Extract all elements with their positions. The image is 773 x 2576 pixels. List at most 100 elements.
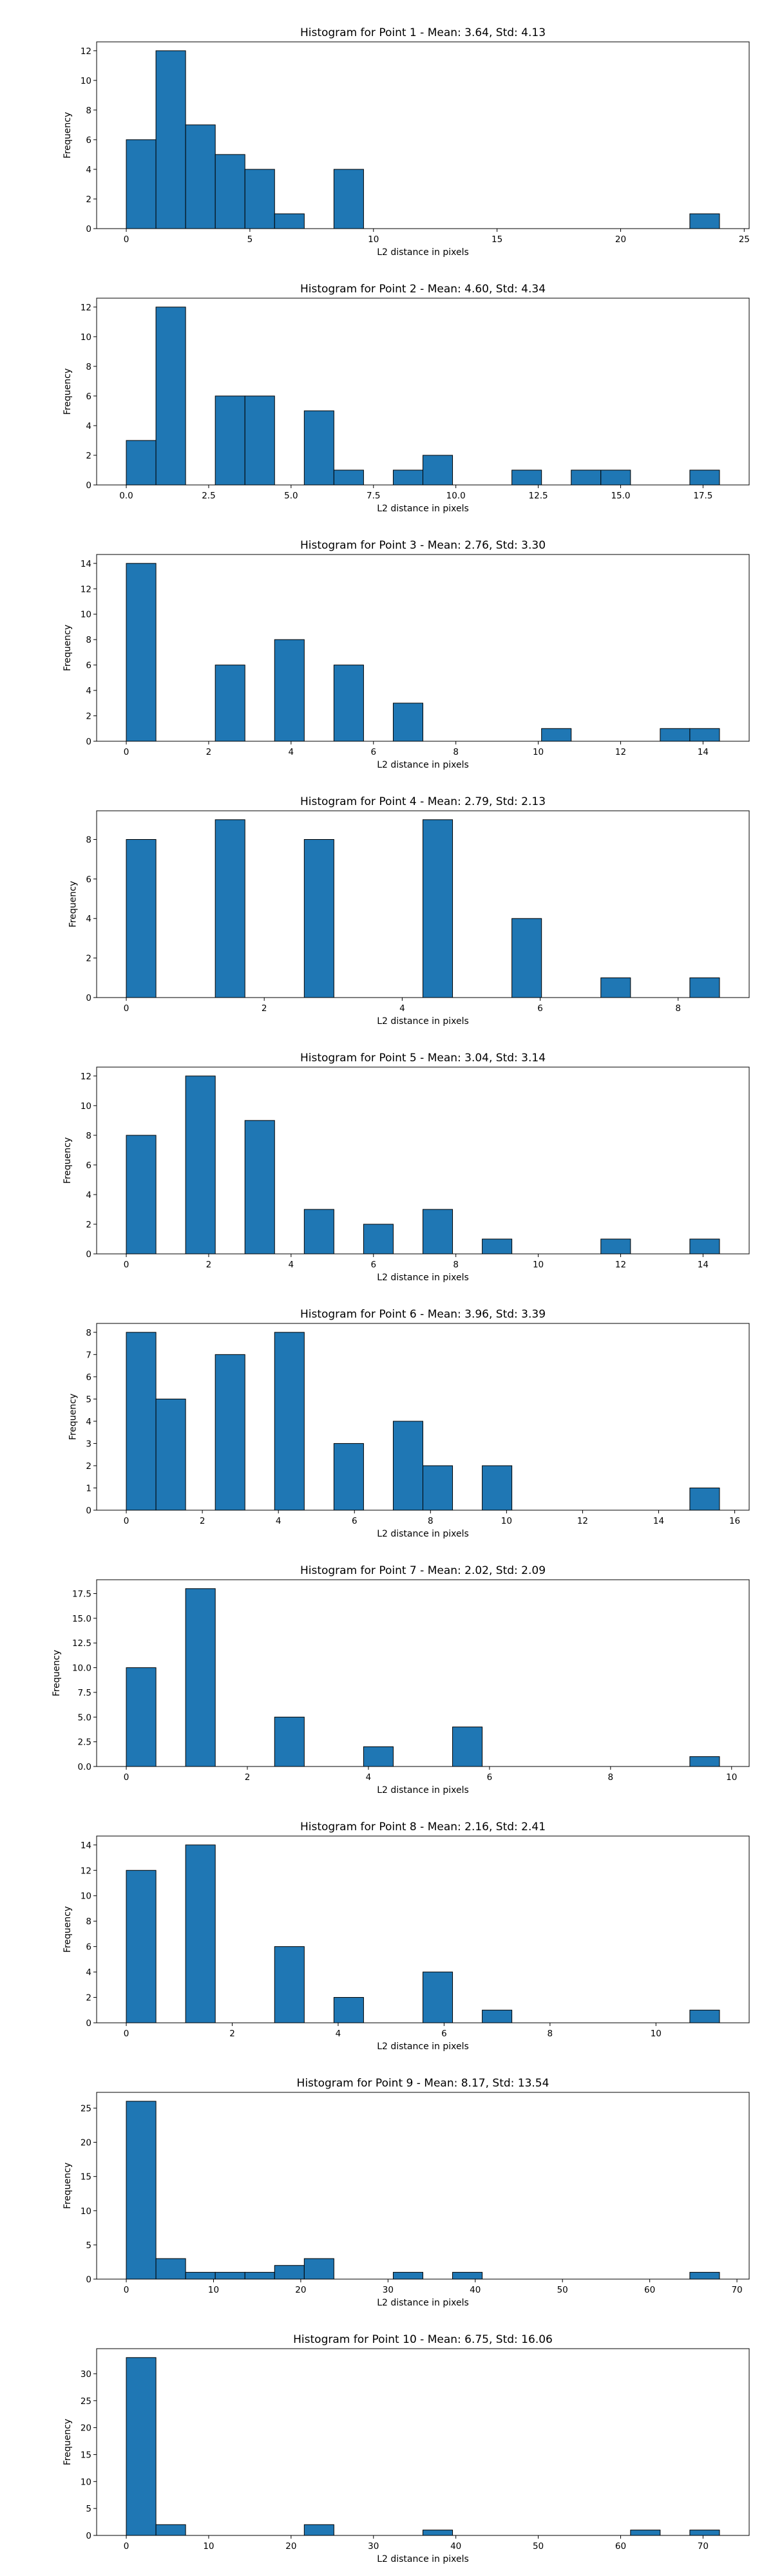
histogram-chart-4: Histogram for Point 4 - Mean: 2.79, Std:… bbox=[68, 795, 750, 1027]
histogram-bar bbox=[689, 1487, 720, 1511]
y-tick-label: 8 bbox=[86, 1917, 91, 1927]
y-tick-label: 2 bbox=[86, 1461, 91, 1472]
x-tick-label: 4 bbox=[336, 2029, 341, 2039]
histogram-bar bbox=[274, 1332, 305, 1511]
x-tick-label: 15.0 bbox=[611, 491, 630, 501]
histogram-bar bbox=[689, 977, 720, 998]
y-tick-label: 0 bbox=[86, 2275, 91, 2285]
histogram-bar bbox=[274, 1716, 305, 1767]
histogram-bar bbox=[215, 154, 245, 229]
histogram-bar bbox=[423, 1971, 453, 2023]
y-tick-label: 3 bbox=[86, 1439, 91, 1449]
histogram-bar bbox=[392, 1421, 423, 1511]
y-tick-label: 10 bbox=[81, 2477, 91, 2487]
y-axis-label: Frequency bbox=[62, 112, 73, 158]
histogram-bar bbox=[333, 169, 364, 229]
histogram-bar bbox=[660, 728, 691, 742]
y-tick-label: 4 bbox=[86, 1417, 91, 1427]
y-axis-label: Frequency bbox=[68, 881, 79, 927]
x-tick-label: 4 bbox=[366, 1772, 372, 1783]
x-axis-label: L2 distance in pixels bbox=[377, 1273, 469, 1283]
histogram-bar bbox=[126, 440, 157, 486]
x-axis-label: L2 distance in pixels bbox=[377, 2554, 469, 2564]
histogram-bar bbox=[571, 469, 602, 486]
y-tick-label: 5.0 bbox=[78, 1712, 91, 1723]
x-tick-label: 2 bbox=[206, 747, 212, 757]
x-tick-label: 30 bbox=[368, 2541, 379, 2552]
histogram-bar bbox=[689, 1756, 720, 1767]
y-axis-label: Frequency bbox=[62, 2419, 73, 2465]
histogram-chart-8: Histogram for Point 8 - Mean: 2.16, Std:… bbox=[62, 1821, 750, 2052]
histogram-bar bbox=[155, 2258, 186, 2280]
histogram-bar bbox=[185, 2271, 216, 2280]
histogram-bar bbox=[274, 1946, 305, 2023]
histogram-bar bbox=[215, 2271, 245, 2280]
x-tick-label: 10 bbox=[533, 1260, 544, 1270]
x-axis-label: L2 distance in pixels bbox=[377, 2298, 469, 2308]
y-tick-label: 4 bbox=[86, 1967, 91, 1978]
x-tick-label: 0 bbox=[124, 747, 129, 757]
histogram-chart-5: Histogram for Point 5 - Mean: 3.04, Std:… bbox=[62, 1052, 750, 1283]
x-axis-label: L2 distance in pixels bbox=[377, 1529, 469, 1539]
y-tick-label: 12 bbox=[81, 303, 91, 313]
x-tick-label: 4 bbox=[276, 1516, 282, 1526]
x-tick-label: 40 bbox=[450, 2541, 461, 2552]
histogram-bar bbox=[126, 1667, 157, 1767]
histogram-bar bbox=[185, 1844, 216, 2023]
histogram-bar bbox=[452, 1727, 483, 1767]
y-tick-label: 8 bbox=[86, 1328, 91, 1338]
y-tick-label: 2 bbox=[86, 1993, 91, 2003]
x-tick-label: 60 bbox=[644, 2285, 655, 2295]
x-tick-label: 12 bbox=[615, 1260, 626, 1270]
histogram-bar bbox=[689, 213, 720, 229]
plot-frame bbox=[96, 41, 750, 229]
histogram-chart-9: Histogram for Point 9 - Mean: 8.17, Std:… bbox=[62, 2077, 750, 2308]
x-axis-label: L2 distance in pixels bbox=[377, 2041, 469, 2052]
x-tick-label: 6 bbox=[370, 747, 376, 757]
histogram-bar bbox=[244, 1120, 275, 1255]
y-tick-label: 5 bbox=[86, 2240, 91, 2251]
histogram-bar bbox=[303, 838, 334, 998]
histogram-bar bbox=[423, 455, 453, 486]
chart-title: Histogram for Point 3 - Mean: 2.76, Std:… bbox=[300, 539, 546, 552]
histogram-chart-10: Histogram for Point 10 - Mean: 6.75, Std… bbox=[62, 2333, 750, 2564]
histogram-bar bbox=[423, 819, 453, 998]
x-tick-label: 20 bbox=[295, 2285, 306, 2295]
plot-frame bbox=[96, 298, 750, 486]
histogram-bar bbox=[215, 395, 245, 486]
x-tick-label: 2 bbox=[245, 1772, 251, 1783]
x-tick-label: 40 bbox=[470, 2285, 481, 2295]
y-tick-label: 1 bbox=[86, 1483, 91, 1493]
y-tick-label: 10 bbox=[81, 2206, 91, 2217]
x-tick-label: 8 bbox=[548, 2029, 553, 2039]
histogram-bar bbox=[600, 1238, 631, 1255]
x-tick-label: 10 bbox=[501, 1516, 512, 1526]
y-tick-label: 14 bbox=[81, 559, 91, 569]
histogram-bar bbox=[155, 2524, 186, 2536]
y-tick-label: 2.5 bbox=[78, 1738, 91, 1748]
histogram-bar bbox=[689, 2271, 720, 2280]
x-axis-label: L2 distance in pixels bbox=[377, 760, 469, 770]
y-tick-label: 7.5 bbox=[78, 1688, 91, 1698]
y-tick-label: 2 bbox=[86, 451, 91, 461]
y-tick-label: 10 bbox=[81, 76, 91, 86]
x-tick-label: 2 bbox=[262, 1003, 267, 1014]
y-tick-label: 0 bbox=[86, 224, 91, 234]
y-tick-label: 5 bbox=[86, 2504, 91, 2514]
y-tick-label: 15 bbox=[81, 2172, 91, 2183]
plot-frame bbox=[96, 554, 750, 742]
x-tick-label: 6 bbox=[370, 1260, 376, 1270]
histogram-bar bbox=[689, 1238, 720, 1255]
x-tick-label: 0 bbox=[124, 2541, 129, 2552]
plot-frame bbox=[96, 810, 750, 998]
y-tick-label: 30 bbox=[81, 2369, 91, 2380]
histogram-bar bbox=[126, 838, 157, 998]
y-tick-label: 25 bbox=[81, 2396, 91, 2407]
y-tick-label: 12 bbox=[81, 1072, 91, 1082]
x-tick-label: 14 bbox=[698, 747, 709, 757]
histogram-bar bbox=[155, 1398, 186, 1511]
histogram-bar bbox=[126, 1135, 157, 1255]
y-axis-label: Frequency bbox=[52, 1650, 62, 1696]
x-tick-label: 14 bbox=[698, 1260, 709, 1270]
histogram-bar bbox=[689, 469, 720, 486]
